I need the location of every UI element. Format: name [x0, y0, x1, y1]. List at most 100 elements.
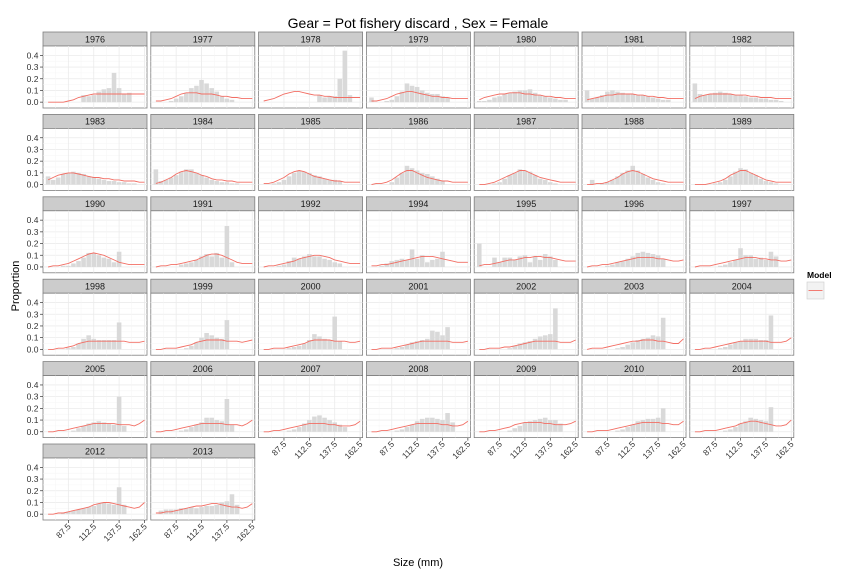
- observed-bar: [512, 345, 518, 350]
- observed-bar: [184, 92, 189, 103]
- observed-bar: [71, 430, 76, 432]
- observed-bar: [286, 261, 292, 267]
- panel-1981: 1981: [581, 31, 687, 109]
- y-tick-label: 0.1: [27, 415, 39, 425]
- observed-bar: [168, 100, 174, 103]
- observed-bar: [312, 256, 317, 267]
- y-tick-label: 0.3: [27, 309, 39, 319]
- observed-bar: [199, 79, 204, 103]
- strip-label: 2001: [408, 282, 428, 292]
- observed-bar: [214, 337, 220, 350]
- y-tick-label: 0.0: [27, 180, 39, 190]
- observed-bar: [204, 177, 209, 185]
- observed-bar: [96, 421, 102, 432]
- x-tick-label: 112.5: [400, 439, 422, 461]
- observed-bar: [337, 341, 343, 350]
- observed-bar: [71, 347, 76, 350]
- panel-2001: 2001: [365, 278, 471, 356]
- observed-bar: [111, 424, 117, 432]
- observed-bar: [189, 507, 194, 515]
- observed-bar: [61, 265, 66, 267]
- observed-bar: [738, 423, 743, 432]
- x-tick-label: 137.5: [640, 439, 662, 461]
- x-tick-label: 112.5: [184, 521, 206, 543]
- strip-label: 2012: [85, 446, 105, 456]
- observed-bar: [296, 427, 302, 432]
- observed-bar: [615, 262, 620, 267]
- observed-bar: [723, 264, 728, 267]
- observed-bar: [116, 251, 122, 267]
- observed-bar: [435, 418, 440, 432]
- observed-bar: [178, 264, 184, 267]
- observed-bar: [655, 417, 661, 432]
- observed-bar: [763, 421, 769, 432]
- strip-label: 1982: [732, 34, 752, 44]
- panel-2009: 2009 87.5 112.5 137.5 162.5: [473, 361, 580, 461]
- observed-bar: [435, 331, 440, 350]
- observed-bar: [630, 424, 636, 432]
- observed-bar: [537, 95, 543, 103]
- observed-bar: [743, 96, 748, 103]
- observed-bar: [199, 507, 204, 515]
- strip-label: 2004: [732, 282, 752, 292]
- strip-label: 1980: [516, 34, 536, 44]
- y-tick-label: 0.0: [27, 344, 39, 354]
- strip-label: 1989: [732, 117, 752, 127]
- observed-bar: [655, 98, 661, 103]
- observed-bar: [66, 348, 71, 350]
- observed-bar: [214, 504, 220, 515]
- observed-bar: [625, 170, 630, 185]
- observed-bar: [548, 97, 553, 103]
- observed-bar: [717, 265, 723, 267]
- observed-bar: [424, 92, 430, 103]
- observed-bar: [635, 252, 641, 267]
- observed-bar: [522, 422, 528, 432]
- observed-bar: [620, 172, 625, 185]
- observed-bar: [281, 179, 287, 185]
- observed-bar: [271, 183, 277, 185]
- observed-bar: [194, 342, 199, 350]
- observed-bar: [615, 91, 620, 103]
- strip-label: 2003: [624, 282, 644, 292]
- panel-1976: 1976 0.0 0.10.2 0.3 0.4: [27, 31, 148, 109]
- observed-bar: [738, 248, 743, 267]
- observed-bar: [717, 91, 723, 103]
- y-tick-label: 0.4: [27, 380, 39, 390]
- observed-bar: [219, 421, 225, 432]
- observed-bar: [584, 90, 590, 103]
- model-line: [263, 170, 361, 184]
- observed-bar: [733, 171, 738, 185]
- observed-bar: [450, 422, 455, 432]
- observed-bar: [229, 262, 235, 267]
- observed-bar: [655, 255, 661, 267]
- x-tick-label: 162.5: [558, 439, 580, 461]
- model-line: [694, 170, 792, 186]
- model-line: [694, 337, 792, 350]
- panel-1996: 1996: [581, 196, 687, 274]
- observed-bar: [497, 262, 502, 267]
- observed-bar: [312, 416, 317, 432]
- observed-bar: [409, 85, 415, 103]
- panel-1982: 1982: [689, 31, 795, 109]
- observed-bar: [224, 98, 230, 103]
- observed-bar: [101, 257, 107, 267]
- observed-bar: [96, 178, 102, 185]
- x-tick-label: 112.5: [508, 439, 530, 461]
- observed-bar: [660, 99, 666, 103]
- observed-bar: [317, 95, 322, 103]
- observed-bar: [332, 96, 337, 103]
- observed-bar: [327, 179, 332, 185]
- observed-bar: [132, 183, 137, 185]
- observed-bar: [224, 182, 230, 185]
- observed-bar: [487, 99, 492, 103]
- x-tick-label: 137.5: [209, 521, 231, 543]
- observed-bar: [620, 347, 625, 350]
- observed-bar: [537, 259, 543, 267]
- observed-bar: [645, 337, 651, 350]
- observed-bar: [645, 177, 651, 185]
- y-tick-label: 0.0: [27, 262, 39, 272]
- observed-bar: [507, 348, 512, 350]
- observed-bar: [743, 255, 748, 267]
- model-line: [263, 91, 361, 102]
